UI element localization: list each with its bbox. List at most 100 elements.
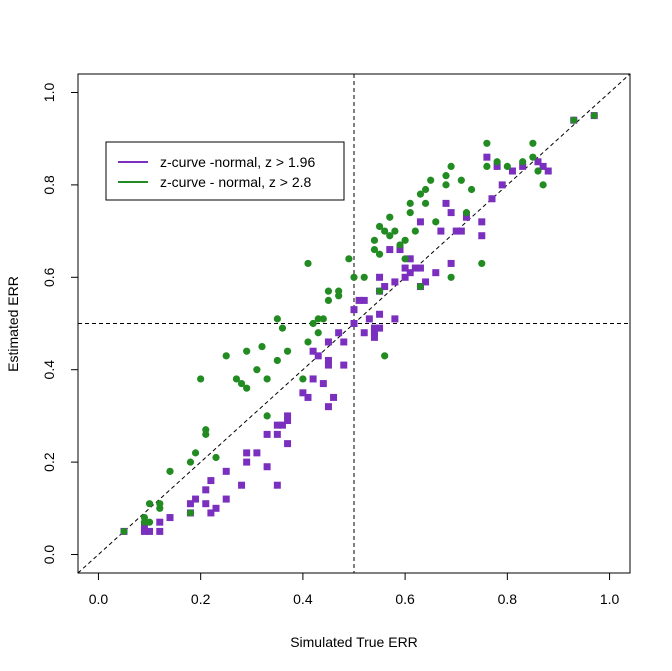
data-point-circle: [212, 453, 220, 462]
data-point-square: [202, 486, 210, 494]
data-point-square: [284, 440, 292, 448]
data-point-circle: [299, 375, 307, 383]
data-point-circle: [258, 343, 266, 351]
data-point-circle: [186, 509, 195, 517]
data-point-square: [273, 421, 281, 429]
x-tick-label: 0.4: [293, 591, 313, 607]
data-point-square: [447, 209, 455, 217]
data-point-circle: [406, 209, 414, 217]
data-point-circle: [237, 379, 246, 388]
data-point-circle: [406, 199, 414, 207]
data-point-circle: [447, 273, 455, 281]
data-point-circle: [411, 227, 419, 235]
data-point-square: [370, 324, 378, 332]
data-point-square: [544, 167, 552, 175]
data-point-circle: [324, 296, 333, 304]
data-point-square: [350, 320, 358, 327]
data-point-square: [314, 352, 322, 360]
data-point-circle: [529, 153, 537, 161]
data-point-square: [263, 463, 271, 471]
data-point-circle: [375, 287, 384, 295]
legend: z-curve -normal, z > 1.96 z-curve - norm…: [105, 141, 345, 201]
data-point-circle: [570, 116, 578, 124]
data-point-square: [462, 213, 470, 221]
x-tick-label: 0.0: [89, 591, 109, 607]
data-point-square: [370, 329, 378, 337]
data-point-circle: [534, 167, 542, 175]
data-point-square: [222, 495, 230, 503]
data-point-circle: [432, 218, 440, 226]
series-2-points: [120, 111, 598, 536]
data-point-square: [478, 218, 486, 226]
data-point-square: [437, 227, 445, 235]
data-point-square: [238, 481, 246, 489]
data-point-square: [330, 393, 338, 401]
data-point-circle: [335, 287, 343, 295]
data-point-square: [202, 500, 210, 508]
data-point-square: [539, 162, 547, 170]
data-point-square: [299, 389, 307, 397]
data-point-square: [391, 315, 399, 323]
data-point-square: [207, 477, 215, 485]
data-point-square: [355, 296, 363, 304]
data-point-square: [335, 329, 343, 337]
data-point-circle: [197, 375, 205, 383]
data-point-square: [192, 495, 200, 503]
data-point-square: [278, 421, 286, 429]
data-point-circle: [283, 347, 292, 355]
data-point-circle: [202, 426, 210, 434]
data-point-square: [447, 259, 455, 267]
data-point-square: [381, 283, 389, 291]
data-point-square: [391, 278, 399, 286]
data-point-circle: [447, 162, 455, 171]
data-point-circle: [381, 352, 389, 360]
data-point-square: [376, 273, 384, 281]
data-point-square: [360, 296, 368, 304]
data-point-circle: [401, 236, 409, 244]
data-point-square: [140, 523, 148, 531]
data-point-square: [340, 338, 348, 346]
data-point-square: [324, 403, 332, 411]
data-point-square: [411, 264, 419, 272]
data-point-circle: [396, 241, 404, 249]
data-point-circle: [462, 209, 471, 217]
data-point-circle: [416, 190, 425, 198]
x-axis: 0.0 0.2 0.4 0.6 0.8 1.0: [89, 572, 619, 607]
data-point-square: [273, 481, 281, 489]
data-point-square: [406, 269, 414, 277]
y-axis: 0.0 0.2 0.4 0.6 0.8 1.0: [41, 83, 79, 564]
data-point-circle: [278, 324, 287, 332]
data-point-square: [488, 195, 496, 203]
data-point-square: [365, 315, 373, 323]
data-point-square: [478, 232, 486, 240]
x-tick-label: 0.6: [395, 591, 415, 607]
data-point-circle: [314, 315, 322, 323]
data-point-square: [222, 467, 230, 475]
data-point-circle: [314, 329, 322, 337]
data-point-circle: [442, 181, 450, 189]
data-point-circle: [140, 513, 149, 522]
data-point-circle: [386, 232, 394, 240]
data-point-square: [207, 509, 215, 517]
data-point-square: [483, 153, 491, 161]
data-point-circle: [243, 347, 251, 355]
data-point-circle: [590, 111, 598, 120]
data-point-circle: [493, 158, 501, 166]
data-point-circle: [401, 255, 409, 263]
data-points: [120, 111, 598, 536]
data-point-square: [324, 361, 332, 369]
y-tick-label: 1.0: [41, 83, 57, 103]
data-point-circle: [186, 458, 195, 466]
legend-label-series-2: z-curve - normal, z > 2.8: [160, 174, 312, 190]
data-point-circle: [529, 139, 537, 147]
data-point-circle: [467, 185, 476, 194]
data-point-circle: [253, 366, 261, 374]
data-point-circle: [360, 273, 368, 281]
data-point-square: [284, 417, 292, 425]
data-point-circle: [478, 259, 486, 268]
data-point-square: [243, 458, 251, 466]
data-point-square: [452, 227, 460, 235]
data-point-circle: [232, 375, 241, 383]
data-point-circle: [381, 227, 389, 235]
